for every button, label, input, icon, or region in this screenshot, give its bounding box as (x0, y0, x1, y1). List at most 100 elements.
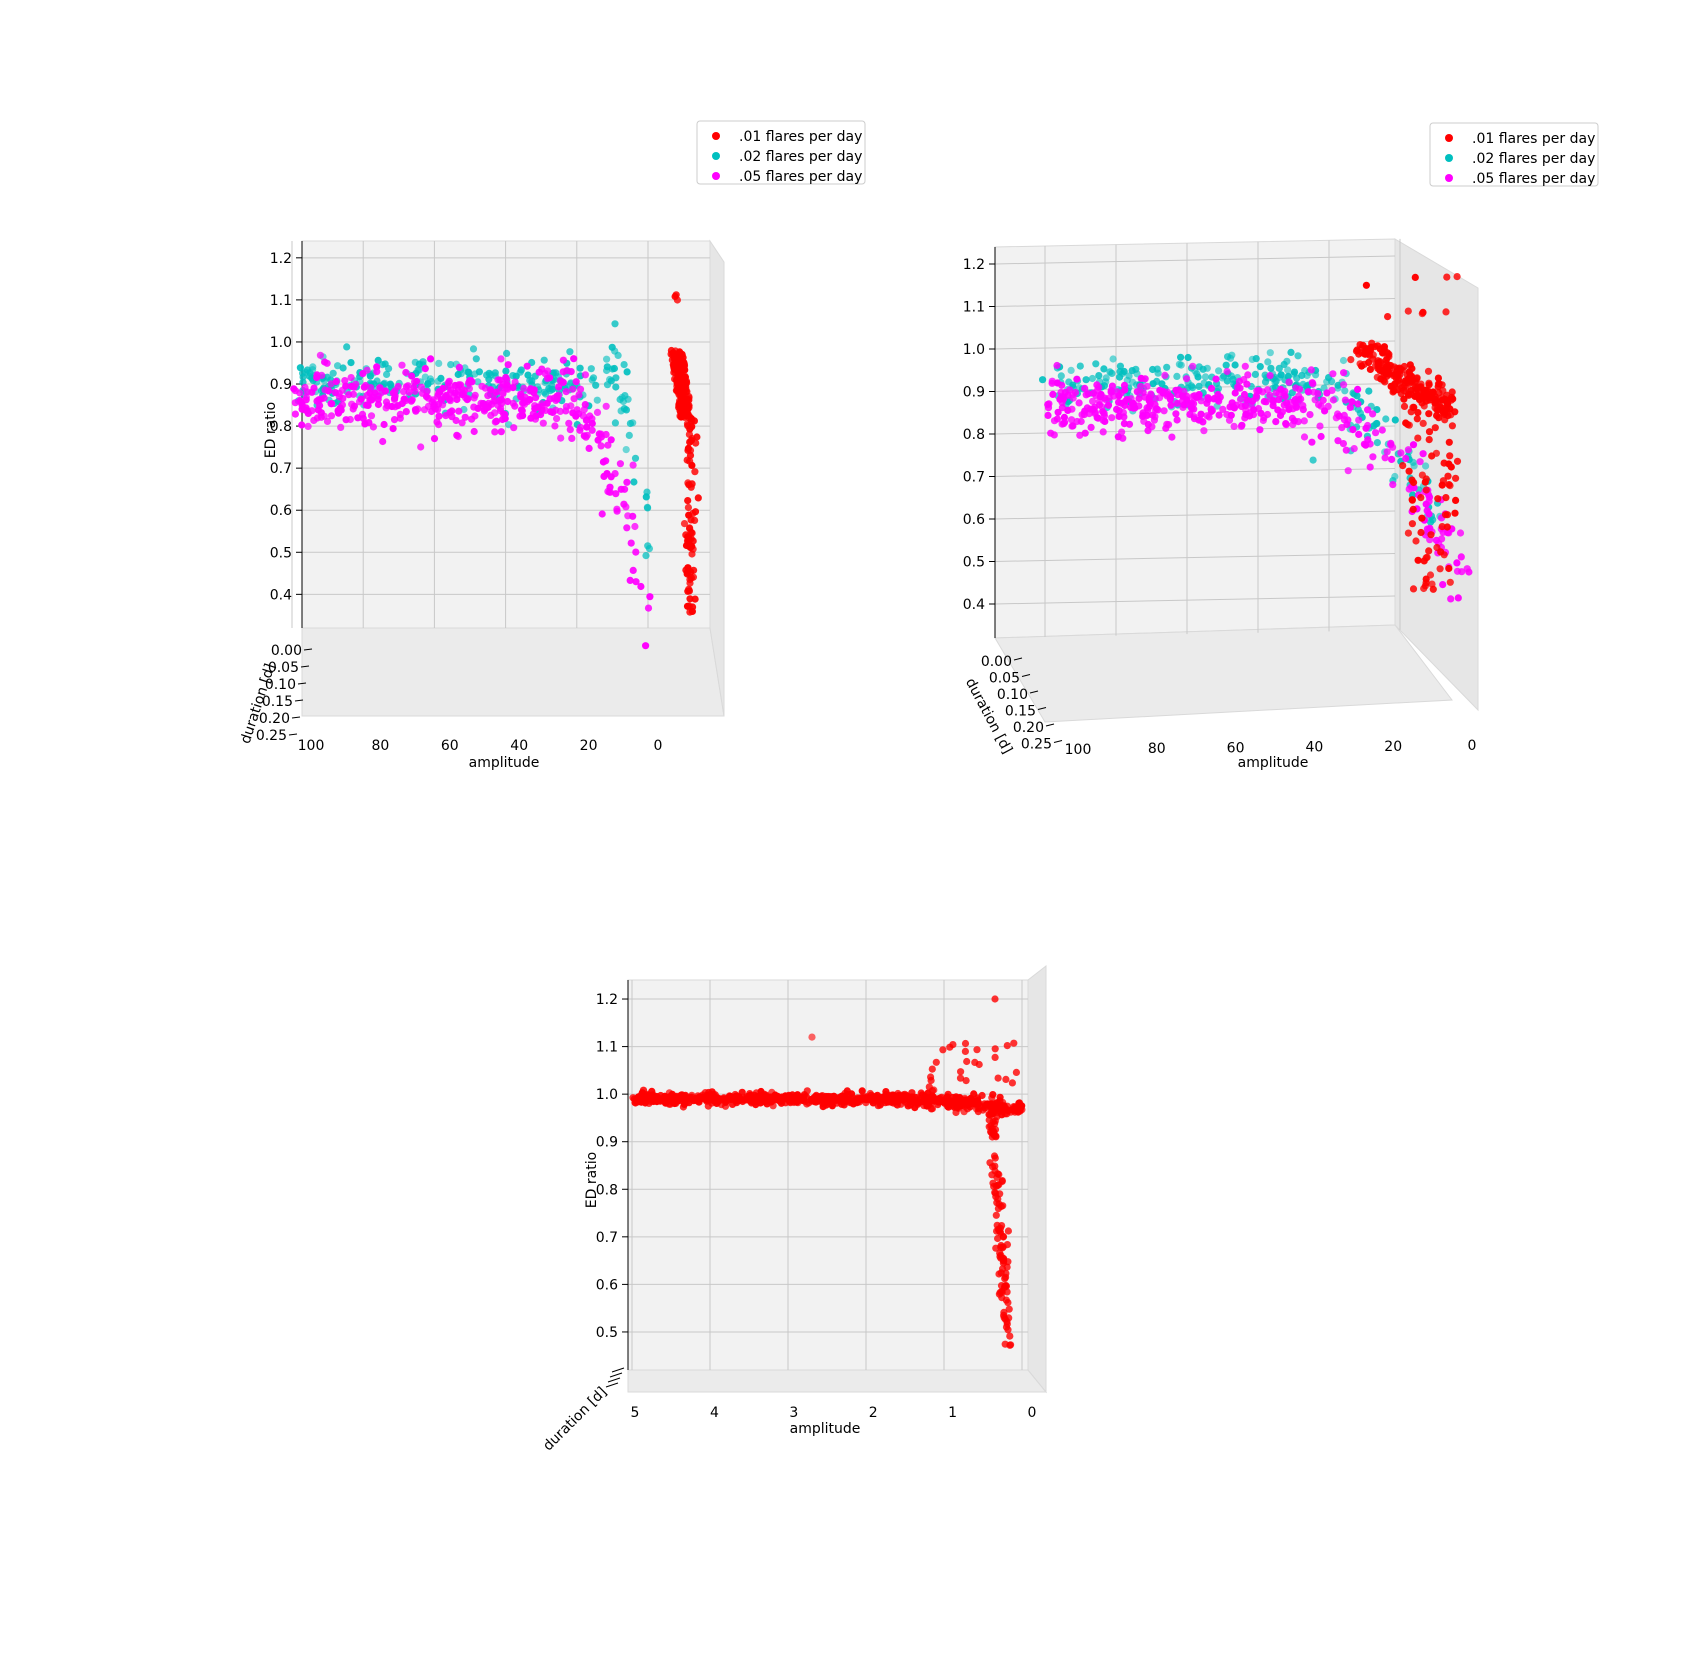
point-05-flares (1364, 421, 1372, 430)
point-05-flares (1075, 399, 1083, 407)
point-02-flares (603, 363, 611, 371)
point-01-flares (680, 520, 689, 528)
point-05-flares (417, 383, 425, 391)
point-05-flares (556, 407, 564, 415)
point-05-flares (1175, 386, 1183, 394)
point-05-flares (623, 524, 631, 532)
point-05-flares (1091, 408, 1099, 416)
side-pane (1027, 964, 1047, 1394)
point-05-flares (1304, 388, 1312, 396)
z-tick-label: 0.8 (270, 419, 292, 435)
point-05-flares (1236, 384, 1244, 392)
z-tick-label: 1.1 (596, 1040, 618, 1056)
point (928, 1065, 936, 1073)
point-05-flares (359, 414, 367, 422)
point-05-flares (1073, 375, 1081, 383)
point-02-flares (576, 364, 584, 372)
point-05-flares (503, 375, 511, 383)
point-05-flares (557, 434, 565, 442)
point-01-flares (1446, 482, 1454, 490)
point-05-flares (585, 444, 593, 452)
point-01-flares (1401, 378, 1409, 387)
point-05-flares (321, 358, 329, 366)
point-02-flares (1410, 462, 1418, 470)
point-01-flares (1402, 384, 1410, 392)
point-01-flares (682, 531, 690, 539)
point (768, 1088, 776, 1096)
point-02-flares (540, 356, 548, 364)
z-tick-label: 0.9 (270, 377, 292, 393)
point-05-flares (465, 385, 473, 393)
point-05-flares (1317, 402, 1325, 410)
point-05-flares (1290, 417, 1298, 425)
point-05-flares (1354, 400, 1362, 408)
point-05-flares (1281, 392, 1289, 400)
point-05-flares (518, 399, 527, 407)
point-01-flares (1399, 462, 1407, 470)
point-05-flares (1292, 402, 1300, 410)
point-02-flares (589, 374, 598, 382)
point (989, 1091, 997, 1099)
point-05-flares (297, 399, 305, 407)
point-05-flares (471, 412, 479, 420)
point-05-flares (1133, 388, 1141, 396)
legend-marker (1445, 134, 1453, 142)
point (985, 1116, 993, 1124)
point-02-flares (1125, 372, 1133, 380)
point-02-flares (1108, 369, 1116, 377)
point-05-flares (1244, 371, 1252, 379)
point-02-flares (1228, 351, 1236, 359)
point-05-flares (531, 415, 540, 423)
panel-top-right: 0.4 0.5 0.6 0.7 0.8 0.9 1.0 1.1 1.2 100 80 60 40 20 0… (962, 122, 1599, 771)
point-05-flares (1180, 401, 1188, 409)
point-05-flares (335, 389, 343, 397)
point-02-flares (592, 381, 600, 389)
point-02-flares (1199, 365, 1207, 373)
point (822, 1092, 830, 1101)
point (939, 1046, 947, 1054)
y-tick-label: 0.20 (1013, 720, 1044, 736)
point-05-flares (1341, 396, 1349, 404)
point-05-flares (1272, 418, 1280, 426)
point-01-flares (1453, 457, 1462, 465)
point-05-flares (1369, 410, 1377, 418)
point-02-flares (1189, 384, 1197, 392)
point-05-flares (1349, 426, 1357, 434)
point-01-flares (1434, 406, 1442, 414)
legend-marker (712, 132, 720, 140)
point-02-flares (642, 552, 650, 560)
point-02-flares (309, 366, 317, 374)
point-05-flares (1383, 448, 1391, 456)
back-pane (627, 979, 1029, 1371)
point (988, 1107, 996, 1115)
point-01-flares (1422, 486, 1430, 494)
point-01-flares (1425, 547, 1433, 555)
legend-entry: .01 flares per day (739, 129, 862, 145)
point (997, 1287, 1006, 1296)
point-05-flares (1057, 388, 1065, 396)
legend-marker (1445, 174, 1453, 182)
point (987, 1128, 996, 1137)
grid (291, 241, 710, 628)
point (992, 1100, 1000, 1108)
point-01-flares (1358, 349, 1366, 357)
point-01-flares (684, 503, 693, 512)
point (883, 1095, 891, 1103)
point-05-flares (323, 417, 332, 425)
point (994, 1074, 1002, 1082)
point-02-flares (1218, 374, 1227, 382)
point (906, 1101, 915, 1109)
point-05-flares (470, 394, 478, 402)
point-05-flares (1162, 424, 1170, 432)
point-05-flares (1105, 394, 1113, 402)
point-05-flares (644, 604, 653, 612)
point-02-flares (1100, 365, 1108, 373)
point (666, 1100, 674, 1108)
point-05-flares (1219, 405, 1227, 413)
x-tick-label: 2 (869, 1405, 878, 1421)
point-05-flares (1275, 396, 1283, 404)
point (993, 1199, 1001, 1207)
z-tick-label: 1.2 (270, 251, 292, 267)
point-05-flares (1444, 529, 1452, 537)
point-05-flares (1137, 374, 1145, 382)
